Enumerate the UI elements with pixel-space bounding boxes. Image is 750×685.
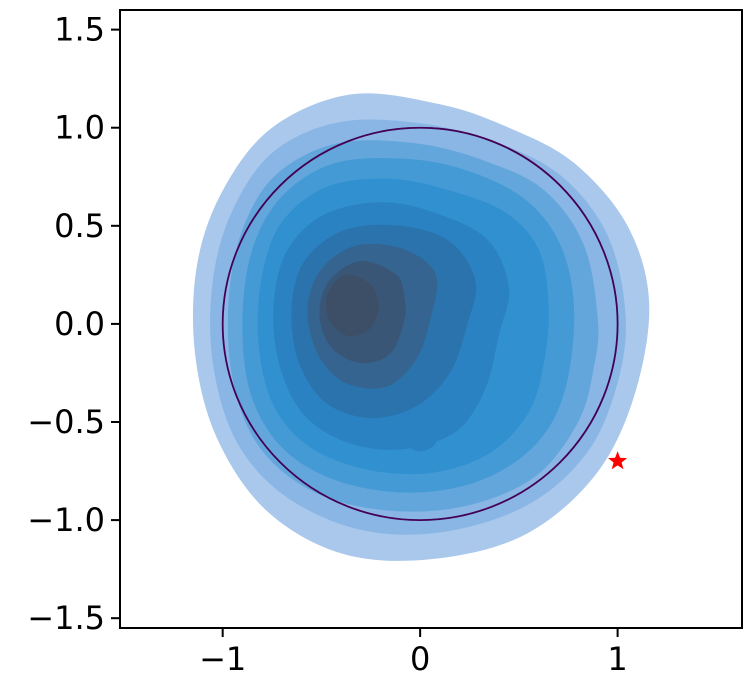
kde-contours <box>192 93 650 561</box>
x-tick-label: −1 <box>199 640 246 678</box>
kde-contour-level-10 <box>325 274 379 337</box>
y-tick-label: −1.0 <box>27 501 105 539</box>
kde-sub-blob-0 <box>403 417 437 452</box>
y-tick-label: −1.5 <box>27 599 105 637</box>
star-marker <box>608 451 628 470</box>
y-tick-label: −0.5 <box>27 403 105 441</box>
x-tick-label: 1 <box>607 640 627 678</box>
y-tick-label: 0.0 <box>54 305 105 343</box>
axes-frame <box>119 9 743 629</box>
x-tick-label: 0 <box>410 640 430 678</box>
y-tick-label: 1.5 <box>54 11 105 49</box>
y-tick-label: 0.5 <box>54 207 105 245</box>
y-tick-label: 1.0 <box>54 109 105 147</box>
unit-circle-outline <box>221 126 619 521</box>
